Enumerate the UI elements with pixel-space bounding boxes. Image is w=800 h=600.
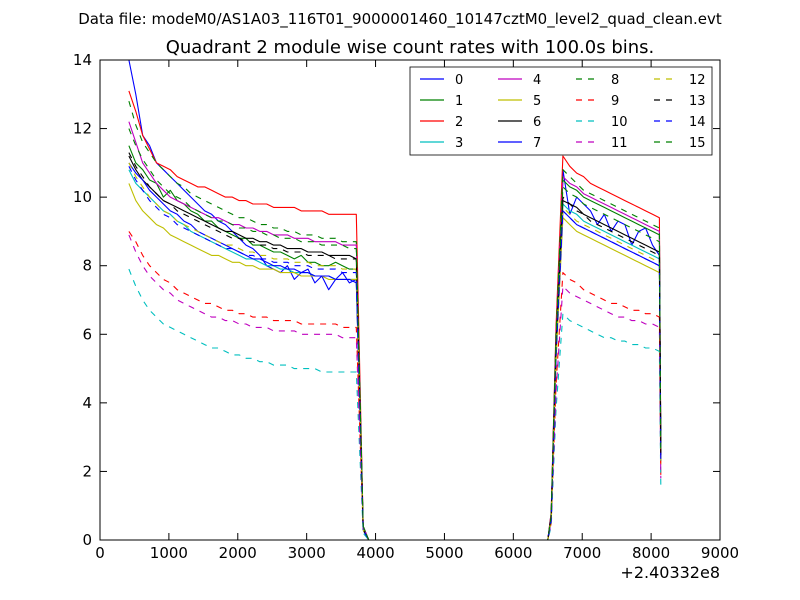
x-tick-label: 1000 bbox=[150, 544, 188, 562]
y-tick-label: 4 bbox=[82, 394, 92, 412]
x-tick-label: 8000 bbox=[632, 544, 670, 562]
legend-label-12: 12 bbox=[689, 73, 706, 88]
legend-label-9: 9 bbox=[611, 94, 619, 109]
series-line-2 bbox=[128, 90, 662, 540]
y-tick-label: 8 bbox=[82, 257, 92, 275]
plot-area bbox=[128, 60, 662, 540]
legend-label-6: 6 bbox=[533, 115, 541, 130]
series-line-15 bbox=[128, 128, 662, 540]
series-line-10 bbox=[128, 268, 662, 540]
x-tick-label: 6000 bbox=[494, 544, 532, 562]
x-tick-label: 4000 bbox=[356, 544, 394, 562]
legend-label-14: 14 bbox=[689, 115, 706, 130]
legend-box bbox=[409, 66, 713, 156]
plot-frame bbox=[99, 59, 721, 541]
x-tick-label: 5000 bbox=[425, 544, 463, 562]
legend-label-7: 7 bbox=[533, 136, 541, 151]
series-line-1 bbox=[128, 145, 662, 540]
series-line-0 bbox=[128, 60, 662, 540]
series-line-12 bbox=[128, 162, 662, 540]
axes: 0 1000 2000 3000 4000 5000 6000 7000 8000 9000 0 2 4… bbox=[73, 51, 739, 562]
series-line-6 bbox=[128, 155, 662, 540]
x-tick-label: 3000 bbox=[288, 544, 326, 562]
y-tick-label: 6 bbox=[82, 325, 92, 343]
legend-label-13: 13 bbox=[689, 94, 706, 109]
x-tick-label: 2000 bbox=[219, 544, 257, 562]
figure-suptitle: Data file: modeM0/AS1A03_116T01_90000014… bbox=[78, 10, 722, 29]
series-line-7 bbox=[128, 162, 662, 540]
series-line-4 bbox=[128, 121, 662, 540]
legend-label-1: 1 bbox=[455, 94, 463, 109]
series-line-8 bbox=[128, 100, 662, 540]
legend-label-3: 3 bbox=[455, 136, 463, 151]
series-lines bbox=[128, 60, 662, 540]
y-tick-label: 10 bbox=[73, 188, 92, 206]
chart-title: Quadrant 2 module wise count rates with … bbox=[166, 37, 655, 58]
legend-label-0: 0 bbox=[455, 73, 463, 88]
legend-label-4: 4 bbox=[533, 73, 541, 88]
y-tick-label: 0 bbox=[82, 531, 92, 549]
legend-label-15: 15 bbox=[689, 136, 706, 151]
x-tick-label: 7000 bbox=[563, 544, 601, 562]
legend-label-2: 2 bbox=[455, 115, 463, 130]
y-tick-label: 12 bbox=[73, 120, 92, 138]
series-line-14 bbox=[128, 166, 662, 540]
series-line-3 bbox=[128, 169, 662, 540]
legend-label-8: 8 bbox=[611, 73, 619, 88]
x-tick-label: 0 bbox=[95, 544, 105, 562]
legend-label-11: 11 bbox=[611, 136, 628, 151]
series-line-11 bbox=[128, 234, 662, 540]
legend-label-10: 10 bbox=[611, 115, 628, 130]
x-tick-label: 9000 bbox=[701, 544, 739, 562]
y-tick-label: 2 bbox=[82, 462, 92, 480]
series-line-5 bbox=[128, 183, 662, 540]
series-line-13 bbox=[128, 152, 662, 540]
y-tick-label: 14 bbox=[73, 51, 92, 69]
x-offset-label: +2.40332e8 bbox=[620, 563, 720, 582]
legend-label-5: 5 bbox=[533, 94, 541, 109]
series-line-9 bbox=[128, 231, 662, 540]
